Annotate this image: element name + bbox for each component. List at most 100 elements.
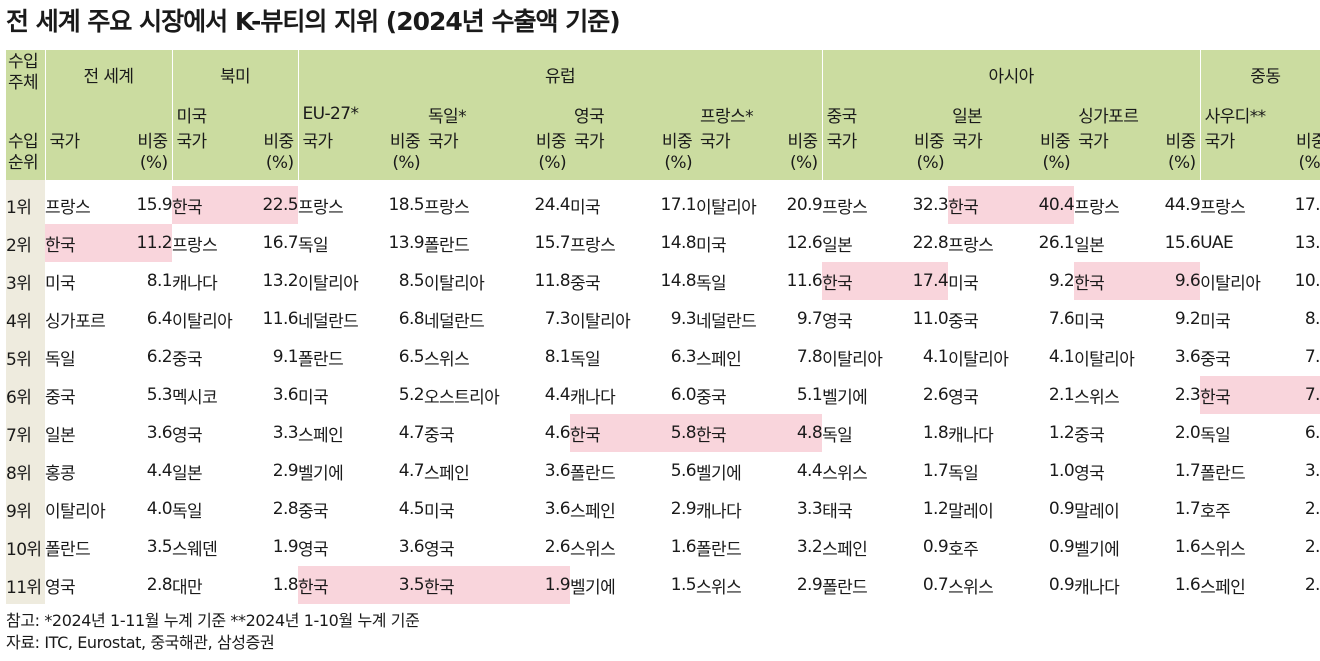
share-cell: 3.2 [796, 537, 823, 557]
country-cell: 스위스 [1074, 387, 1120, 408]
market-us: 미국 [171, 98, 298, 130]
share-col-header: 비중(%) [896, 130, 949, 180]
country-cell: 캐나다 [172, 273, 218, 294]
country-cell: 미국 [1200, 311, 1231, 332]
share-cell: 1.8 [922, 423, 949, 443]
region-europe: 유럽 [297, 50, 823, 98]
country-cell: 독일 [822, 425, 853, 446]
country-cell: 중국 [1200, 349, 1231, 370]
country-cell: 벨기에 [1074, 539, 1120, 560]
country-cell: 한국 [1200, 376, 1271, 414]
country-cell: 프랑스 [822, 197, 868, 218]
country-cell: 독일 [570, 349, 601, 370]
market-japan: 일본 [948, 98, 1075, 130]
share-cell: 17.1 [660, 195, 696, 215]
country-cell: 프랑스 [1074, 197, 1120, 218]
country-cell: 영국 [298, 539, 329, 560]
share-cell: 1.6 [1174, 537, 1201, 557]
country-cell: 오스트리아 [424, 387, 500, 408]
share-cell: 17.5 [1294, 195, 1320, 215]
country-cell: 미국 [424, 501, 455, 522]
country-cell: 캐나다 [1074, 577, 1120, 598]
country-cell: 미국 [1074, 311, 1105, 332]
share-cell: 5.2 [398, 385, 424, 405]
share-cell: 3.6 [398, 537, 424, 557]
market-germany: 독일* [424, 98, 570, 130]
share-cell: 3.3 [272, 423, 298, 443]
country-cell: 미국 [948, 273, 979, 294]
country-cell: 폴란드 [298, 349, 344, 370]
share-cell: 2.6 [922, 385, 949, 405]
country-cell: 캐나다 [696, 501, 742, 522]
share-col-header: 비중(%) [1270, 130, 1320, 180]
country-cell: 스위스 [1200, 539, 1246, 560]
rank-cell: 3위 [6, 262, 45, 300]
share-cell: 4.7 [398, 423, 424, 443]
share-cell: 11.0 [912, 309, 949, 329]
share-cell: 32.3 [912, 195, 949, 215]
country-cell: 일본 [822, 235, 853, 256]
region-north-america: 북미 [171, 50, 298, 98]
country-cell: 스페인 [570, 501, 616, 522]
share-cell: 0.9 [1048, 575, 1075, 595]
share-cell: 9.6 [1148, 262, 1201, 300]
country-cell: 스페인 [1200, 577, 1246, 598]
country-cell: 한국 [298, 566, 372, 604]
share-cell: 22.8 [912, 233, 949, 253]
share-cell: 4.6 [544, 423, 570, 443]
country-cell: 폴란드 [696, 539, 742, 560]
country-cell: 스위스 [696, 577, 742, 598]
country-cell: 미국 [298, 387, 329, 408]
share-cell: 3.6 [146, 423, 172, 443]
table-row: 9위 이탈리아 4.0 독일 2.8 중국 4.5 미국 3.6 스페인 2.9 캐나다 3.3 태국 1.… [6, 490, 1320, 528]
share-cell: 2.4 [1304, 537, 1320, 557]
country-cell: 미국 [45, 273, 76, 294]
country-col-header: 국가 [171, 130, 246, 180]
share-col-header: 비중(%) [115, 130, 172, 180]
country-cell: 캐나다 [570, 387, 616, 408]
share-cell: 3.5 [146, 537, 172, 557]
market-singapore: 싱가포르 [1074, 98, 1201, 130]
region-middle-east: 중동 [1199, 50, 1320, 98]
country-cell: UAE [1200, 233, 1234, 253]
share-cell: 6.4 [146, 309, 172, 329]
share-cell: 13.0 [1294, 233, 1320, 253]
country-cell: 독일 [696, 273, 727, 294]
country-cell: 스페인 [696, 349, 742, 370]
country-cell: 영국 [424, 539, 455, 560]
country-cell: 한국 [570, 414, 644, 452]
table-row: 6위 중국 5.3 멕시코 3.6 미국 5.2 오스트리아 4.4 캐나다 6.0 중국 5.1 벨기에… [6, 376, 1320, 414]
share-cell: 44.9 [1164, 195, 1201, 215]
share-cell: 11.6 [262, 309, 298, 329]
country-cell: 한국 [424, 566, 512, 604]
country-col-header: 국가 [44, 130, 115, 180]
share-col-header: 비중(%) [770, 130, 823, 180]
country-cell: 홍콩 [45, 463, 76, 484]
table-row: 8위 홍콩 4.4 일본 2.9 벨기에 4.7 스페인 3.6 폴란드 5.6 벨기에 4.4 스위스 1… [6, 452, 1320, 490]
country-cell: 한국 [172, 186, 246, 224]
share-cell: 12.6 [786, 233, 823, 253]
share-cell: 9.7 [796, 309, 823, 329]
country-cell: 한국 [45, 224, 115, 262]
country-cell: 프랑스 [948, 235, 994, 256]
market-saudi: 사우디** [1199, 98, 1320, 130]
country-cell: 스웨덴 [172, 539, 218, 560]
market-france: 프랑스* [696, 98, 823, 130]
rank-label: 수입 순위 [6, 130, 45, 180]
country-cell: 프랑스 [172, 235, 218, 256]
country-cell: 말레이 [1074, 501, 1120, 522]
country-cell: 벨기에 [822, 387, 868, 408]
share-cell: 3.6 [544, 461, 570, 481]
share-cell: 6.2 [146, 347, 172, 367]
country-cell: 멕시코 [172, 387, 218, 408]
share-cell: 2.3 [1304, 575, 1320, 595]
country-cell: 폴란드 [424, 235, 470, 256]
country-cell: 영국 [172, 425, 203, 446]
share-col-header: 비중(%) [1148, 130, 1201, 180]
share-cell: 9.1 [272, 347, 298, 367]
country-cell: 이탈리아 [1074, 349, 1135, 370]
country-cell: 호주 [1200, 501, 1231, 522]
share-cell: 7.3 [544, 309, 570, 329]
footnotes: 참고: *2024년 1-11월 누계 기준 **2024년 1-10월 누계 … [6, 610, 420, 654]
country-cell: 이탈리아 [1200, 273, 1261, 294]
